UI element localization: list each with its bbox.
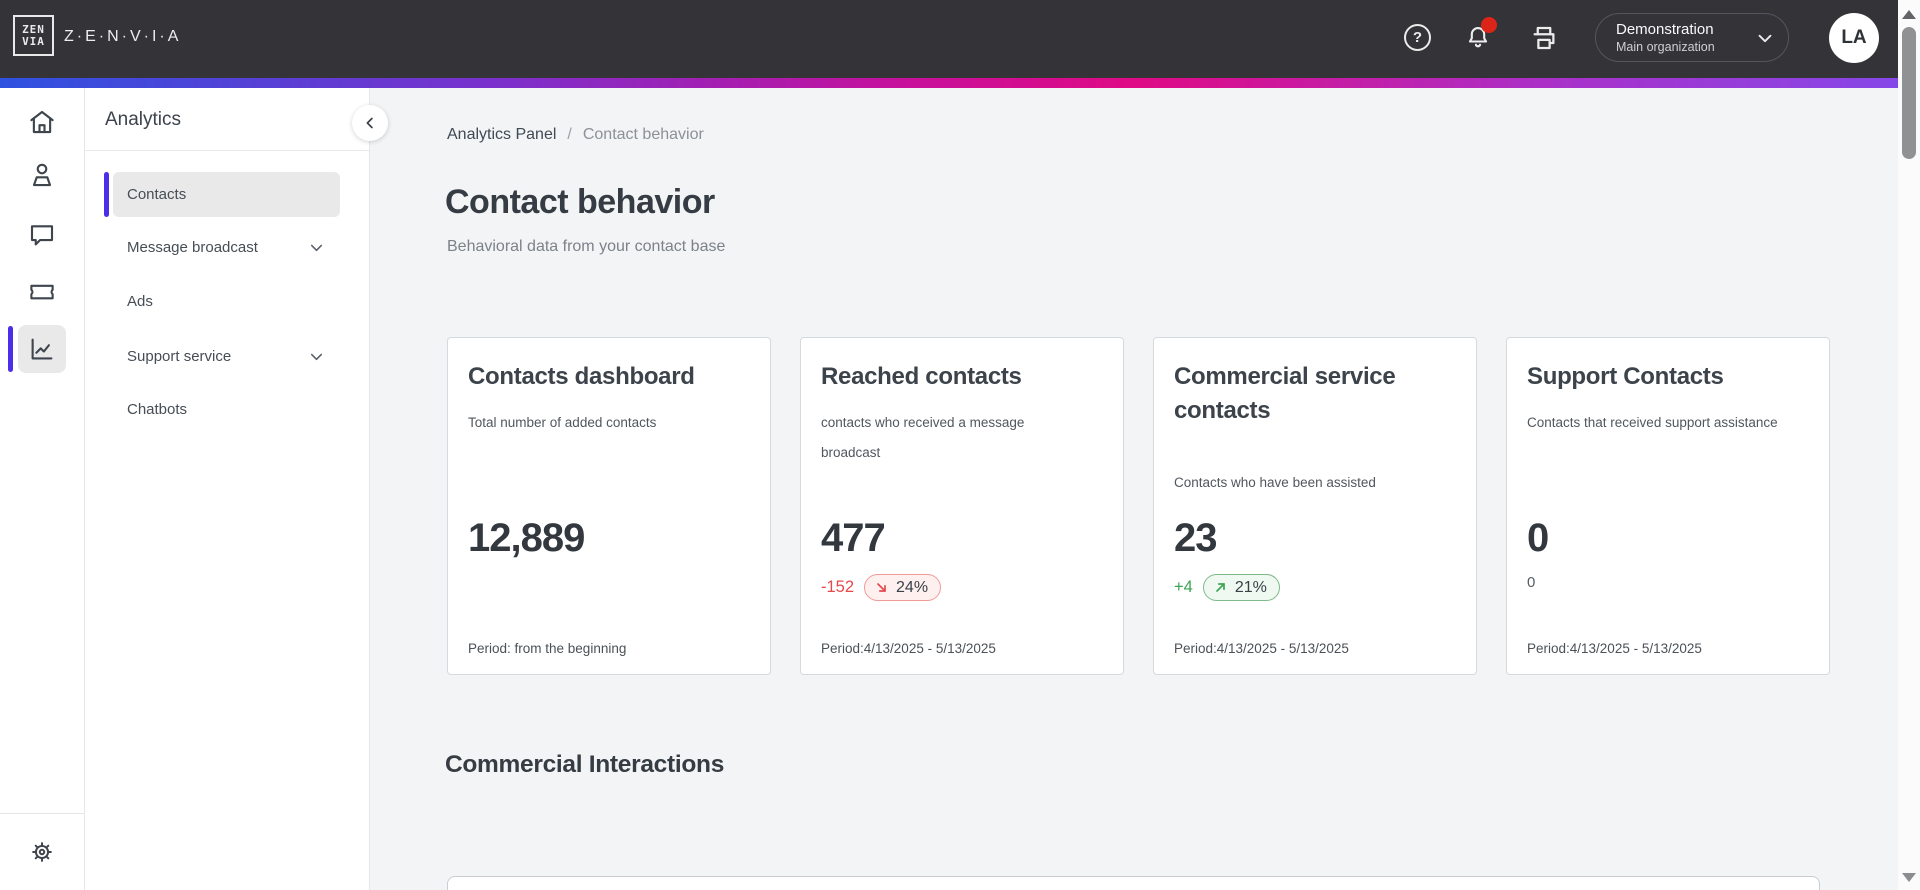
topbar: ZEN VIA Z·E·N·V·I·A ? Demonstration Main… (0, 0, 1898, 78)
commercial-interactions-card (447, 876, 1820, 890)
card-title: Support Contacts (1527, 363, 1724, 390)
logo-text-bottom: VIA (22, 34, 45, 48)
scroll-down-arrow[interactable] (1902, 873, 1916, 882)
organization-text: Demonstration Main organization (1616, 20, 1754, 55)
print-button[interactable] (1529, 23, 1559, 53)
card-commercial-service-contacts: Commercial service contacts Contacts who… (1153, 337, 1477, 675)
ticket-icon (30, 284, 54, 300)
brand-wordmark: Z·E·N·V·I·A (64, 28, 182, 45)
card-value: 23 (1174, 516, 1217, 560)
card-support-contacts: Support Contacts Contacts that received … (1506, 337, 1830, 675)
scrollbar-thumb[interactable] (1902, 27, 1916, 159)
scroll-up-arrow[interactable] (1902, 10, 1916, 19)
card-reached-contacts: Reached contacts contacts who received a… (800, 337, 1124, 675)
rail-item-tickets[interactable] (0, 268, 84, 316)
badge-percent: 24% (896, 578, 929, 596)
sidebar-item-label: Chatbots (127, 401, 188, 418)
chevron-down-icon (310, 353, 323, 361)
print-icon (1533, 26, 1555, 50)
analytics-chart-icon (31, 338, 53, 360)
sidebar-item-label: Support service (127, 348, 232, 365)
sidebar-collapse-button[interactable] (352, 105, 388, 141)
chat-bubble-icon (30, 225, 54, 246)
sidebar-item-label: Contacts (127, 186, 187, 203)
card-period: Period: from the beginning (468, 641, 627, 656)
analytics-sidebar: Analytics Contacts Message broadcast Ads… (85, 88, 388, 890)
sidebar-item-contacts[interactable]: Contacts (113, 172, 340, 217)
sidebar-item-chatbots[interactable]: Chatbots (113, 387, 340, 432)
organization-name: Demonstration (1616, 21, 1714, 38)
notification-dot (1481, 17, 1497, 33)
breadcrumb-analytics-panel[interactable]: Analytics Panel (447, 126, 557, 143)
organization-subtitle: Main organization (1616, 40, 1715, 54)
sidebar-divider (85, 150, 370, 151)
card-delta-row: -152 24% (821, 574, 942, 601)
trend-up-arrow-icon (1215, 583, 1225, 592)
card-title: Contacts dashboard (468, 363, 695, 390)
card-period: Period:4/13/2025 - 5/13/2025 (1527, 641, 1702, 656)
user-icon (32, 163, 52, 187)
card-description: Contacts that received support assistanc… (1527, 415, 1778, 430)
card-period: Period:4/13/2025 - 5/13/2025 (1174, 641, 1349, 656)
rail-item-settings[interactable] (0, 828, 84, 876)
nav-rail (0, 88, 85, 890)
sidebar-item-label: Ads (127, 293, 153, 310)
card-value: 12,889 (468, 516, 585, 560)
delta-value: -152 (821, 578, 855, 596)
card-title: Commercial service contacts (1174, 363, 1396, 424)
rail-item-conversations[interactable] (0, 211, 84, 259)
trend-down-arrow-icon (877, 583, 886, 592)
help-button[interactable]: ? (1404, 24, 1431, 51)
breadcrumb-current: Contact behavior (582, 126, 704, 143)
notifications-button[interactable] (1461, 17, 1497, 55)
home-icon (30, 110, 54, 134)
rail-item-contacts[interactable] (0, 151, 84, 199)
card-contacts-dashboard: Contacts dashboard Total number of added… (447, 337, 771, 675)
section-title-commercial-interactions: Commercial Interactions (445, 751, 725, 778)
card-delta-row: 0 (1527, 574, 1535, 591)
delta-value: 0 (1527, 574, 1536, 591)
card-value: 477 (821, 516, 886, 560)
sidebar-item-label: Message broadcast (127, 239, 258, 256)
rail-item-analytics[interactable] (0, 325, 84, 373)
avatar[interactable]: LA (1829, 13, 1879, 63)
settings-gear-icon (32, 842, 52, 862)
trend-badge: 21% (1202, 574, 1280, 601)
brand-gradient-bar (0, 78, 1898, 88)
trend-badge: 24% (864, 574, 942, 601)
card-description: contacts who received a message broadcas… (821, 415, 1025, 460)
sidebar-title: Analytics (105, 109, 182, 130)
badge-percent: 21% (1234, 578, 1267, 596)
card-value: 0 (1527, 516, 1549, 560)
selected-indicator (8, 326, 13, 372)
card-description: Total number of added contacts (468, 415, 657, 430)
card-description: Contacts who have been assisted (1174, 475, 1376, 490)
delta-value: +4 (1174, 578, 1193, 596)
organization-switcher[interactable]: Demonstration Main organization (1595, 13, 1789, 62)
chevron-down-icon (1758, 34, 1772, 42)
breadcrumb-separator: / (567, 126, 572, 143)
sidebar-item-message-broadcast[interactable]: Message broadcast (113, 225, 340, 270)
main-content: Analytics Panel / Contact behavior Conta… (371, 88, 1898, 890)
page-scrollbar[interactable] (1898, 0, 1920, 890)
chevron-down-icon (310, 244, 323, 252)
metric-cards-row: Contacts dashboard Total number of added… (447, 337, 1830, 675)
card-period: Period:4/13/2025 - 5/13/2025 (821, 641, 996, 656)
page-subtitle: Behavioral data from your contact base (447, 238, 726, 255)
breadcrumb: Analytics Panel / Contact behavior (447, 126, 704, 144)
page-title: Contact behavior (445, 183, 715, 221)
card-title: Reached contacts (821, 363, 1022, 390)
sidebar-item-ads[interactable]: Ads (113, 279, 340, 324)
rail-divider (0, 813, 84, 814)
zenvia-logo-icon[interactable]: ZEN VIA (13, 15, 54, 56)
sidebar-item-support-service[interactable]: Support service (113, 334, 340, 379)
chevron-left-icon (366, 117, 373, 129)
card-delta-row: +4 21% (1174, 574, 1280, 601)
selected-indicator (104, 172, 109, 217)
logo-text-top: ZEN (22, 22, 45, 36)
help-icon: ? (1404, 24, 1431, 51)
rail-item-home[interactable] (0, 98, 84, 146)
